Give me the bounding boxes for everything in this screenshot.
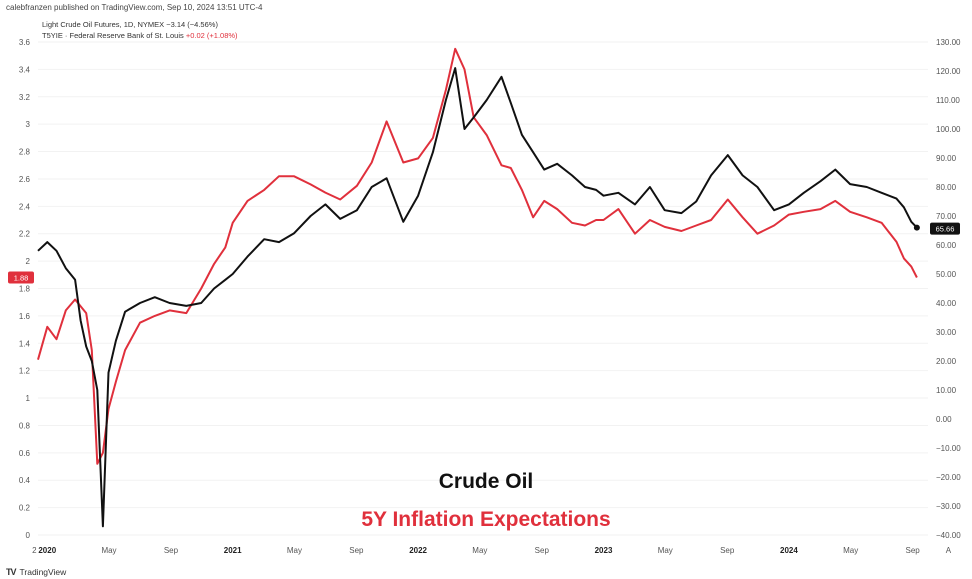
left-tick-label: 3.2	[19, 93, 31, 102]
right-tick-label: 60.00	[936, 241, 957, 250]
right-tick-label: 0.00	[936, 415, 952, 424]
tradingview-logo-icon: TV	[6, 567, 16, 577]
right-tick-label: 40.00	[936, 299, 957, 308]
x-tick-label: 2023	[595, 546, 613, 555]
right-tick-label: −10.00	[936, 444, 961, 453]
right-axis: −40.00 −30.00 −20.00 −10.00 0.00 10.00 20.00 30…	[936, 38, 961, 540]
left-tick-label: 0.2	[19, 504, 31, 513]
left-tick-label: 3.6	[19, 38, 31, 47]
left-tick-label: 2.2	[19, 230, 31, 239]
annotation-crude-oil: Crude Oil	[439, 470, 534, 493]
x-tick-label: Sep	[535, 546, 550, 555]
x-tick-label: 2021	[224, 546, 242, 555]
x-tick-label: 2020	[38, 546, 56, 555]
right-tick-label: 100.00	[936, 125, 961, 134]
x-tick-label: Sep	[905, 546, 920, 555]
footer: TV TradingView	[6, 567, 66, 577]
last-value-tags: 65.66 1.88	[8, 222, 960, 284]
left-axis: 0 0.2 0.4 0.6 0.8 1 1.2 1.4 1.6 1.8 2 2.2 2.4 2.6 2.8 3…	[19, 38, 31, 540]
left-tick-label: 0.4	[19, 476, 31, 485]
x-tick-label: Sep	[164, 546, 179, 555]
right-tick-label: 80.00	[936, 183, 957, 192]
legend-inflation-label: T5YIE · Federal Reserve Bank of St. Loui…	[42, 31, 184, 40]
x-tick-label: A	[946, 546, 952, 555]
x-tick-label: Sep	[349, 546, 364, 555]
left-tick-label: 3.4	[19, 65, 31, 74]
legend-oil-change: −3.14 (−4.56%)	[166, 20, 218, 29]
left-tick-label: 0.6	[19, 449, 31, 458]
left-tick-label: 1.8	[19, 285, 31, 294]
series-line-crude-oil[interactable]	[37, 67, 918, 528]
left-tick-label: 2.4	[19, 202, 31, 211]
x-tick-label: 2022	[409, 546, 427, 555]
x-tick-label: Sep	[720, 546, 735, 555]
oil-last-value-tag	[930, 222, 960, 235]
inflation-last-value-text: 1.88	[14, 274, 29, 283]
x-tick-label: May	[658, 546, 673, 555]
inflation-last-value-tag	[8, 271, 34, 284]
legend-inflation[interactable]: T5YIE · Federal Reserve Bank of St. Loui…	[42, 31, 238, 40]
right-tick-label: 70.00	[936, 212, 957, 221]
left-tick-label: 1.4	[19, 339, 31, 348]
right-tick-label: 50.00	[936, 270, 957, 279]
right-tick-label: 90.00	[936, 154, 957, 163]
x-tick-label: 2	[32, 546, 37, 555]
left-tick-label: 1.6	[19, 312, 31, 321]
series-layer	[37, 47, 920, 528]
left-tick-label: 0	[26, 531, 31, 540]
left-tick-label: 1	[26, 394, 31, 403]
right-tick-label: 10.00	[936, 386, 957, 395]
legend-oil[interactable]: Light Crude Oil Futures, 1D, NYMEX −3.14…	[42, 20, 218, 29]
left-tick-label: 1.2	[19, 367, 31, 376]
footer-brand: TradingView	[19, 567, 67, 577]
legend-inflation-change: +0.02 (+1.08%)	[185, 31, 238, 40]
series-line-inflation[interactable]	[37, 47, 918, 465]
x-tick-label: 2024	[780, 546, 798, 555]
left-tick-label: 0.8	[19, 421, 31, 430]
left-tick-label: 2.8	[19, 148, 31, 157]
right-tick-label: −20.00	[936, 473, 961, 482]
right-tick-label: 130.00	[936, 38, 961, 47]
legend-oil-label: Light Crude Oil Futures, 1D, NYMEX	[42, 20, 165, 29]
oil-last-point	[913, 224, 920, 231]
x-tick-label: May	[101, 546, 116, 555]
left-tick-label: 3	[26, 120, 31, 129]
right-tick-label: 20.00	[936, 357, 957, 366]
right-tick-label: 110.00	[936, 96, 960, 105]
x-tick-label: May	[472, 546, 487, 555]
left-tick-label: 2.6	[19, 175, 31, 184]
left-tick-label: 2	[26, 257, 31, 266]
x-tick-label: May	[843, 546, 858, 555]
right-tick-label: 120.00	[936, 67, 961, 76]
right-tick-label: 30.00	[936, 328, 957, 337]
x-axis: 2 2020 May Sep 2021 May Sep 2022 May Sep 2023 May Se…	[32, 546, 952, 555]
right-tick-label: −30.00	[936, 502, 961, 511]
annotation-inflation: 5Y Inflation Expectations	[361, 508, 610, 531]
attribution-text: calebfranzen published on TradingView.co…	[6, 3, 263, 12]
oil-last-value-text: 65.66	[936, 225, 955, 234]
right-tick-label: −40.00	[936, 531, 961, 540]
chart-grid	[38, 41, 928, 536]
x-tick-label: May	[287, 546, 302, 555]
